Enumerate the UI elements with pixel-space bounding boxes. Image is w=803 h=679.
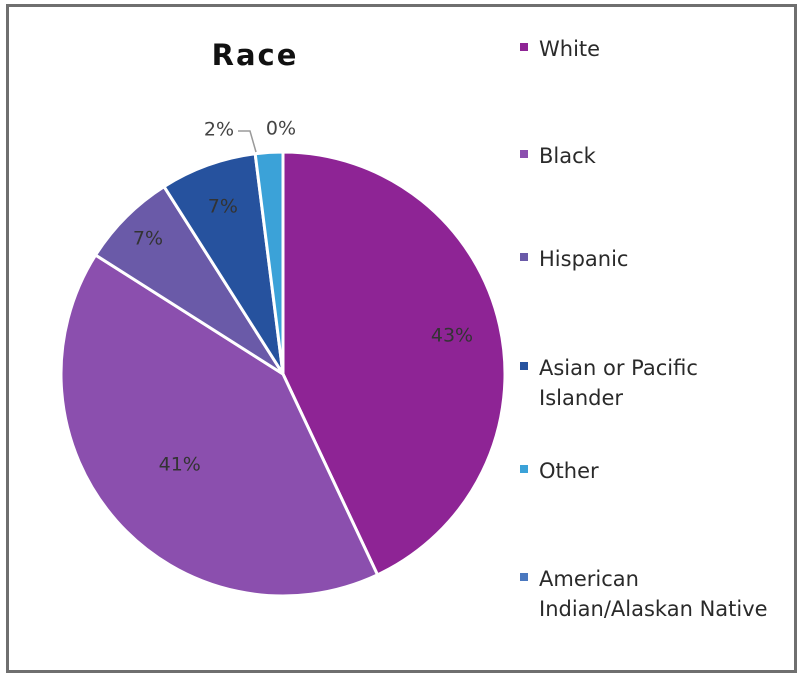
legend-marker bbox=[520, 43, 528, 51]
data-label-other: 2% bbox=[204, 119, 234, 141]
legend-label: Hispanic bbox=[539, 247, 629, 271]
pie-slice-white bbox=[281, 150, 507, 577]
data-label-white: 43% bbox=[431, 325, 473, 347]
legend-marker bbox=[520, 362, 528, 370]
legend-marker bbox=[520, 253, 528, 261]
legend-label: Asian or Pacific Islander bbox=[539, 356, 698, 410]
chart-title: Race bbox=[211, 38, 299, 72]
legend-marker bbox=[520, 150, 528, 158]
data-label-black: 41% bbox=[159, 454, 201, 476]
data-label-asian-or-pacific-islander: 7% bbox=[208, 195, 238, 217]
legend-label: American Indian/Alaskan Native bbox=[539, 567, 768, 621]
legend-marker bbox=[520, 465, 528, 473]
pie-slice-black bbox=[59, 252, 380, 598]
legend-label: White bbox=[539, 37, 601, 61]
legend-label: Black bbox=[539, 144, 596, 168]
legend-marker bbox=[520, 573, 528, 581]
legend: White Black Hispanic Asian or Pacific Islan… bbox=[520, 0, 790, 660]
data-label-american-indian-alaskan-native: 0% bbox=[266, 118, 296, 140]
pie-slice-other bbox=[253, 150, 285, 375]
data-label-hispanic: 7% bbox=[133, 227, 163, 249]
leader-line bbox=[238, 130, 257, 153]
legend-label: Other bbox=[539, 459, 599, 483]
